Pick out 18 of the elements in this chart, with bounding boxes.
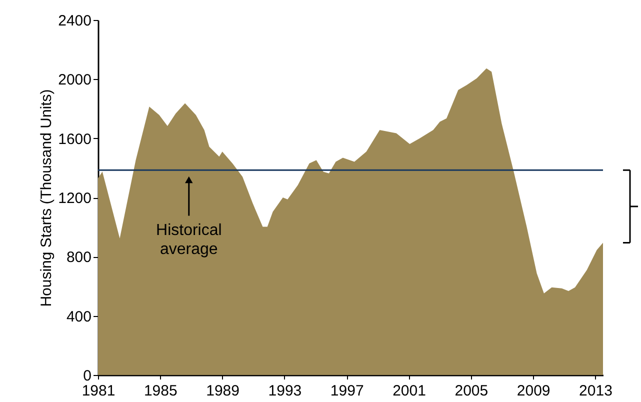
y-tick-label: 400 (66, 308, 92, 326)
x-tick-label: 1993 (268, 382, 302, 400)
y-tick-label: 2400 (58, 12, 92, 30)
y-tick-label: 2000 (58, 72, 92, 89)
x-tick-label: 2001 (392, 382, 426, 400)
y-tick-label: 1200 (58, 190, 92, 207)
x-tick-label: 2013 (579, 382, 612, 400)
y-tick-label: 1600 (58, 130, 92, 148)
y-tick-label: 800 (66, 249, 92, 266)
annotation: Historical average (156, 222, 222, 258)
x-tick-label: 1989 (206, 382, 240, 400)
x-tick-label: 2009 (516, 382, 550, 400)
x-tick-label: 1997 (330, 382, 364, 400)
y-axis-title: Housing Starts (Thousand Units) (38, 89, 56, 307)
x-tick-label: 1981 (82, 382, 116, 400)
y-tick-label: 0 (83, 368, 92, 384)
x-tick-label: 2005 (454, 382, 488, 400)
x-tick-label: 1985 (144, 382, 178, 400)
